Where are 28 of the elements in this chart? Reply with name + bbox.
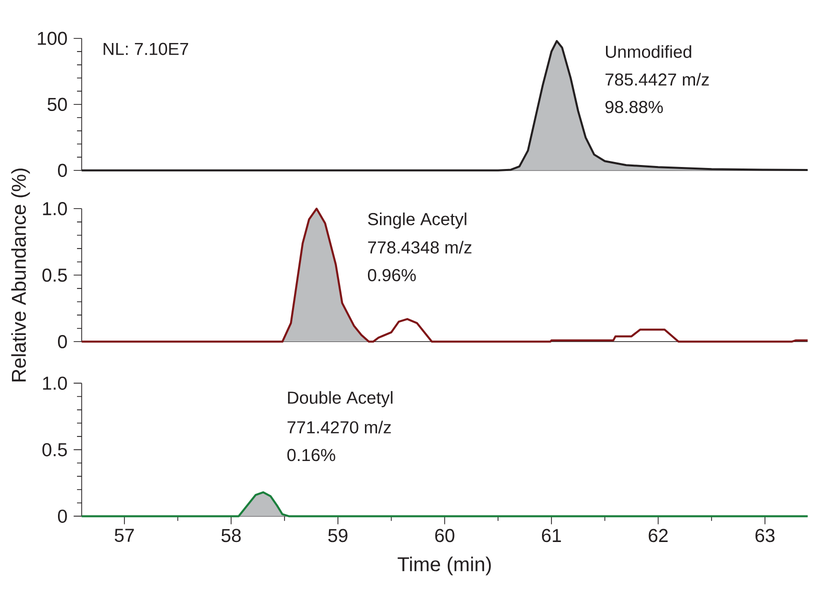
x-tick-label: 62	[648, 528, 668, 542]
y-tick-label: 50	[48, 98, 67, 111]
y-axis-title: Relative Abundance (%)	[11, 168, 30, 382]
x-tick-label: 59	[328, 528, 348, 542]
y-tick-label: 0	[58, 510, 67, 523]
annotation: 785.4427 m/z	[606, 72, 709, 86]
y-tick-label: 100	[38, 32, 67, 45]
annotation: NL: 7.10E7	[104, 42, 188, 56]
annotation: Unmodified	[606, 45, 692, 58]
x-tick-label: 58	[222, 528, 241, 542]
y-tick-label: 0	[58, 335, 67, 348]
y-tick-label: 0.5	[42, 443, 67, 456]
annotation: 98.88%	[605, 100, 663, 114]
x-tick-label: 57	[114, 528, 134, 542]
annotation: 778.4348 m/z	[368, 240, 472, 254]
annotation: 0.16%	[287, 448, 336, 462]
y-tick-label: 1.0	[43, 202, 67, 216]
annotation: Single Acetyl	[368, 212, 466, 229]
annotation: Double Acetyl	[288, 391, 392, 408]
y-tick-label: 0.5	[42, 268, 67, 282]
annotation: 771.4270 m/z	[288, 420, 391, 434]
x-tick-label: 61	[542, 528, 561, 542]
x-tick-label: 60	[435, 528, 454, 542]
x-tick-label: 63	[756, 528, 775, 542]
annotation: 0.96%	[368, 269, 416, 282]
y-tick-label: 0	[58, 164, 67, 177]
x-axis-title: Time (min)	[398, 556, 491, 576]
y-tick-label: 1.0	[43, 376, 67, 390]
